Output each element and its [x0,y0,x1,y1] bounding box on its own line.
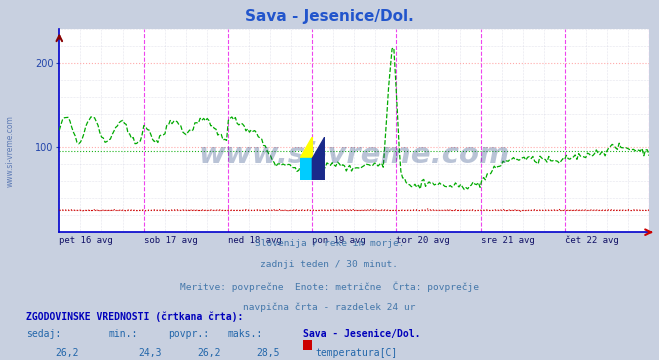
Text: min.:: min.: [109,329,138,339]
Text: Meritve: povprečne  Enote: metrične  Črta: povprečje: Meritve: povprečne Enote: metrične Črta:… [180,281,479,292]
Text: 26,2: 26,2 [197,348,221,359]
Text: 28,5: 28,5 [256,348,280,359]
Polygon shape [300,137,312,158]
Text: povpr.:: povpr.: [168,329,209,339]
Text: 24,3: 24,3 [138,348,161,359]
Text: sre 21 avg: sre 21 avg [480,236,534,245]
Text: Sava - Jesenice/Dol.: Sava - Jesenice/Dol. [245,9,414,24]
Text: pet 16 avg: pet 16 avg [59,236,113,245]
Text: www.si-vreme.com: www.si-vreme.com [198,141,510,169]
Text: sedaj:: sedaj: [26,329,61,339]
Text: Slovenija / reke in morje.: Slovenija / reke in morje. [255,239,404,248]
Polygon shape [312,137,325,180]
Text: www.si-vreme.com: www.si-vreme.com [5,115,14,187]
Text: 26,2: 26,2 [55,348,79,359]
Text: ZGODOVINSKE VREDNOSTI (črtkana črta):: ZGODOVINSKE VREDNOSTI (črtkana črta): [26,311,244,322]
Text: temperatura[C]: temperatura[C] [315,348,397,359]
Text: tor 20 avg: tor 20 avg [396,236,450,245]
Text: navpična črta - razdelek 24 ur: navpična črta - razdelek 24 ur [243,302,416,311]
Text: maks.:: maks.: [227,329,262,339]
Text: čet 22 avg: čet 22 avg [565,236,619,245]
Text: Sava - Jesenice/Dol.: Sava - Jesenice/Dol. [303,329,420,339]
Text: sob 17 avg: sob 17 avg [144,236,197,245]
Polygon shape [300,158,312,180]
Text: pon 19 avg: pon 19 avg [312,236,366,245]
Text: zadnji teden / 30 minut.: zadnji teden / 30 minut. [260,260,399,269]
Text: ned 18 avg: ned 18 avg [228,236,281,245]
